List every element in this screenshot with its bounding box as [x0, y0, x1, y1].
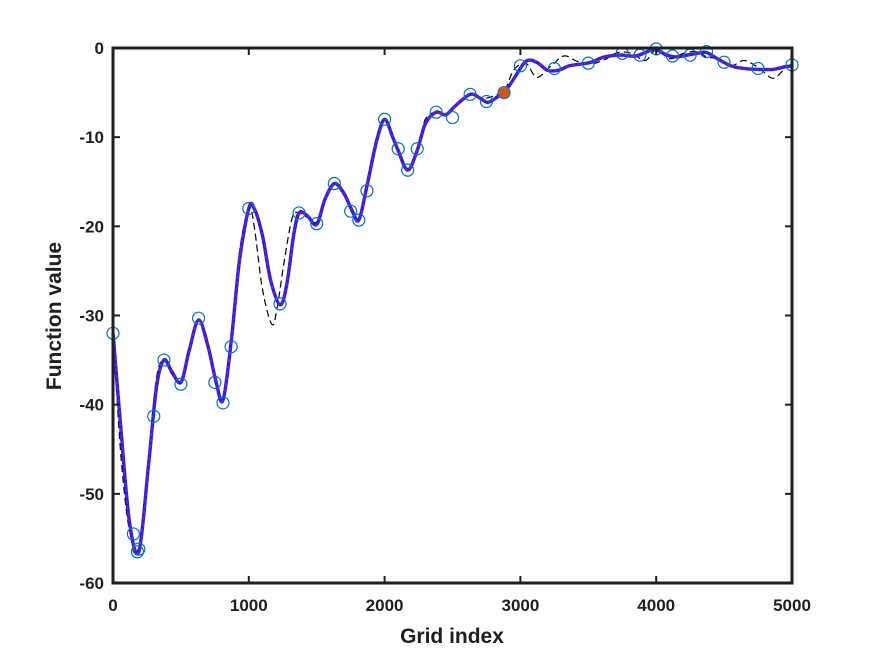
axis-ticks: 0 1000 2000 3000 4000 5000 0 -10 -20 -30 -40 -50 -60: [79, 39, 810, 615]
sample-point: [327, 176, 341, 191]
sample-point: [751, 61, 765, 76]
sample-point: [208, 375, 222, 389]
sample-point: [378, 112, 392, 126]
sample-point: [513, 59, 528, 73]
sample-point: [401, 163, 415, 177]
x-tick-label: 4000: [637, 596, 675, 615]
x-tick-label: 2000: [366, 596, 404, 615]
sample-point: [273, 297, 287, 311]
x-axis-label: Grid index: [400, 625, 504, 648]
sample-point: [360, 184, 374, 198]
sample-point: [130, 545, 145, 559]
sample-point: [391, 142, 405, 156]
sample-point: [310, 217, 324, 231]
y-tick-label: -30: [79, 307, 104, 326]
y-tick-label: 0: [95, 39, 104, 58]
sample-point: [665, 49, 680, 63]
sample-point: [126, 527, 140, 541]
highlight-point: [498, 87, 510, 99]
sample-point: [174, 377, 188, 391]
sample-point: [410, 142, 424, 156]
sample-point: [147, 409, 161, 423]
sample-point: [479, 94, 494, 109]
y-tick-label: -60: [79, 574, 104, 593]
sample-point: [216, 396, 230, 410]
sample-point: [132, 542, 146, 556]
sample-point: [224, 340, 238, 354]
sample-point: [463, 87, 477, 101]
sample-point: [344, 204, 358, 218]
x-tick-label: 3000: [501, 596, 539, 615]
y-tick-label: -20: [79, 217, 104, 236]
sample-point: [352, 213, 366, 227]
y-tick-label: -50: [79, 485, 104, 504]
x-tick-label: 5000: [773, 596, 811, 615]
sample-point: [157, 353, 171, 367]
sample-point: [717, 55, 731, 69]
sample-point: [429, 105, 443, 119]
sample-point: [699, 44, 714, 59]
sample-point: [292, 206, 306, 220]
sample-point: [547, 61, 561, 76]
y-tick-label: -40: [79, 396, 104, 415]
sample-point: [445, 110, 460, 125]
x-tick-label: 0: [108, 596, 117, 615]
y-axis-label: Function value: [43, 242, 66, 390]
sample-point: [242, 201, 256, 216]
sample-point: [191, 311, 206, 325]
x-tick-label: 1000: [230, 596, 268, 615]
sample-point: [497, 85, 511, 100]
y-tick-label: -10: [79, 128, 104, 147]
sample-point: [581, 56, 595, 70]
